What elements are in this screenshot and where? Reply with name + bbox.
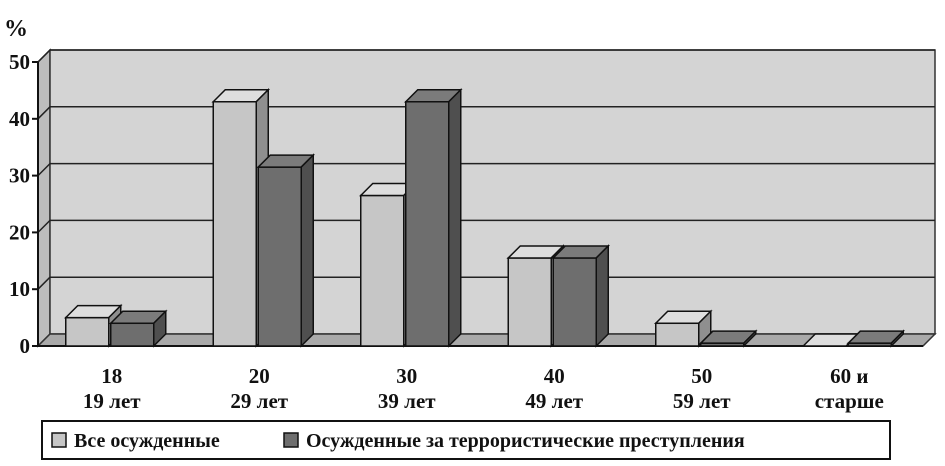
x-tick-label: 39 лет (378, 389, 436, 413)
bar-front (507, 257, 552, 347)
x-tick-label: 19 лет (83, 389, 141, 413)
bar-side (595, 244, 609, 348)
bar-front (110, 322, 155, 347)
x-tick-label: 49 лет (525, 389, 583, 413)
x-tick-label: 40 (544, 364, 565, 388)
bar-front (257, 166, 302, 347)
y-tick-label: 50 (9, 50, 30, 74)
x-tick-label: 50 (691, 364, 712, 388)
gridline-depth (37, 219, 51, 233)
x-tick-label: 30 (396, 364, 417, 388)
legend-swatch (283, 432, 299, 448)
bar-front (212, 101, 257, 347)
side-wall (37, 48, 51, 348)
x-tick-label: старше (815, 389, 884, 413)
bar (846, 329, 906, 348)
bar-side (300, 153, 314, 348)
y-tick-label: 0 (20, 334, 31, 358)
bar-side (890, 329, 904, 348)
legend-label: Осужденные за террористические преступле… (306, 430, 745, 452)
legend-swatch (51, 432, 67, 448)
x-tick-label: 60 и (830, 364, 868, 388)
bar (653, 309, 713, 348)
bar-front (655, 322, 700, 347)
y-tick-label: 10 (9, 277, 30, 301)
bar-side (153, 309, 167, 348)
gridline-depth (37, 49, 51, 63)
bar (108, 309, 168, 348)
bar (698, 329, 758, 348)
x-tick-label: 20 (249, 364, 270, 388)
x-tick-label: 18 (101, 364, 122, 388)
bar-front (65, 316, 110, 347)
bar-front (360, 194, 405, 347)
bar (551, 244, 611, 348)
legend-label: Все осужденные (74, 430, 220, 452)
bar (256, 153, 316, 348)
y-tick-label: 30 (9, 164, 30, 188)
x-tick-label: 59 лет (673, 389, 731, 413)
y-tick-label: 20 (9, 220, 30, 244)
y-axis-label: % (4, 16, 28, 42)
gridline-depth (37, 106, 51, 120)
bar-side (448, 87, 462, 348)
bar-side (743, 329, 757, 348)
x-tick-label: 29 лет (230, 389, 288, 413)
back-wall (49, 49, 936, 335)
legend-box (41, 420, 891, 460)
gridline-depth (37, 163, 51, 177)
gridline-depth (37, 276, 51, 290)
floor (36, 333, 937, 347)
y-tick-label: 40 (9, 107, 30, 131)
bar-front (405, 101, 450, 347)
bar-front (552, 257, 597, 347)
bar (403, 87, 463, 348)
